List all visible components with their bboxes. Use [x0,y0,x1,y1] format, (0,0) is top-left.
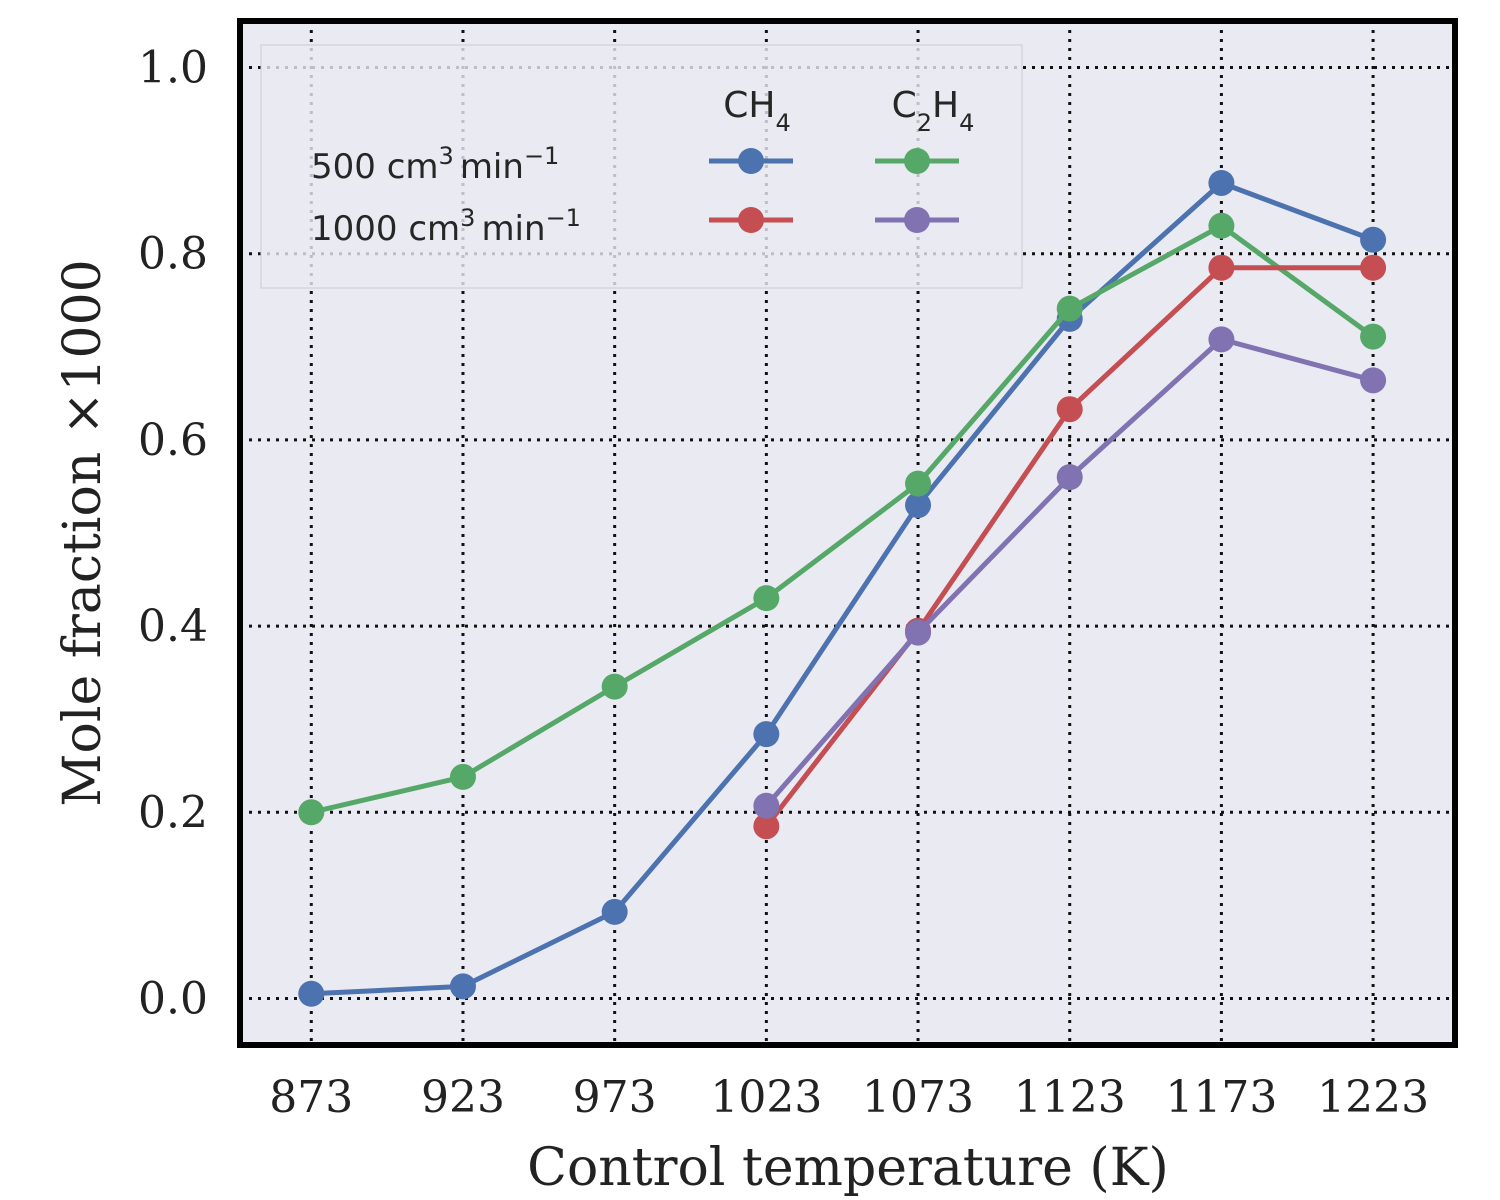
legend: CH4 C2H4 500 cm3 min−1 1000 cm3 min−1 [260,44,1023,289]
x-axis-label: Control temperature (K) [527,1138,1169,1198]
plot-frame [237,18,1458,1048]
data-point [1208,169,1235,196]
legend-handle-marker [738,207,764,233]
data-point [753,813,780,840]
data-point [905,470,932,497]
data-point [753,721,780,748]
data-point [753,792,780,819]
x-tick-label: 1123 [1014,1072,1126,1123]
x-tick-label: 923 [421,1072,505,1123]
data-point [1360,226,1387,253]
x-tick-label: 873 [269,1072,353,1123]
legend-handles [709,148,959,233]
x-tick-label: 1173 [1165,1072,1277,1123]
x-tick-label: 1073 [862,1072,974,1123]
tick-labels: 873 923 973 1023 1073 1123 1173 1223 0.0 0.2 0.4 0.… [138,43,1429,1123]
data-point [298,980,325,1007]
data-point [905,619,932,646]
legend-handle-marker [904,207,930,233]
x-tick-label: 1223 [1317,1072,1429,1123]
data-point [1208,212,1235,239]
legend-box [260,44,1023,289]
data-point [1360,323,1387,350]
data-point [1208,254,1235,281]
data-point [1056,396,1083,423]
data-point [298,799,325,826]
legend-row-500: 500 cm3 min−1 [311,142,559,187]
data-point [905,492,932,519]
series [298,169,1387,1007]
legend-handle-marker [738,148,764,174]
y-tick-label: 0.8 [138,229,208,280]
series-line [310,223,1375,815]
data-point [449,763,476,790]
data-point [1056,295,1083,322]
series-3 [753,326,1387,819]
data-point [1208,326,1235,353]
series-1 [298,212,1387,826]
x-tick-label: 973 [573,1072,657,1123]
series-line [311,180,1374,997]
data-point [601,898,628,925]
y-tick-label: 0.6 [138,415,208,466]
legend-row-1000: 1000 cm3 min−1 [311,204,581,249]
legend-handle-marker [904,148,930,174]
x-tick-label: 1023 [710,1072,822,1123]
y-tick-label: 0.0 [138,973,208,1024]
data-point [601,673,628,700]
data-point [753,585,780,612]
data-point [1360,367,1387,394]
y-tick-label: 1.0 [138,43,208,94]
y-axis-label: Mole fraction ×1000 [53,259,113,806]
data-point [1360,254,1387,281]
y-tick-label: 0.2 [138,787,208,838]
data-point [1056,464,1083,491]
y-tick-label: 0.4 [138,601,208,652]
data-point [449,973,476,1000]
